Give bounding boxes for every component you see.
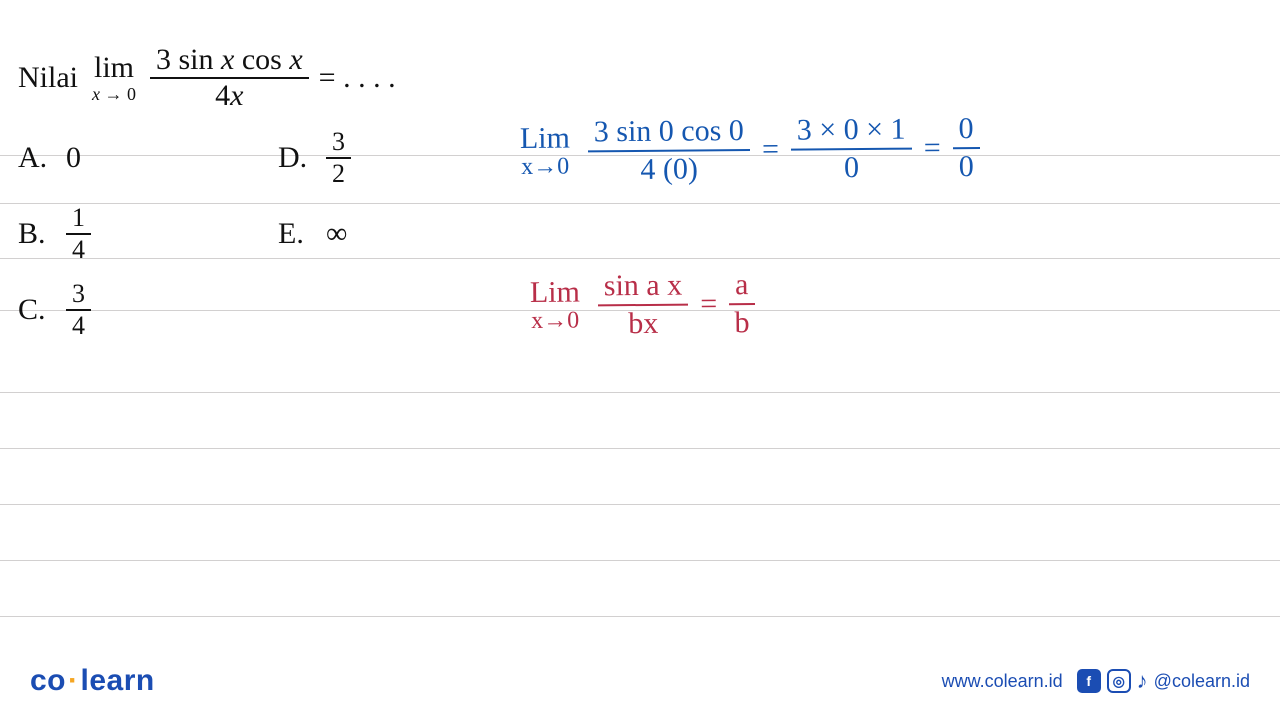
social-handle[interactable]: @colearn.id: [1154, 671, 1250, 692]
lim-subscript: x → 0: [92, 85, 136, 103]
choice-b[interactable]: B. 1 4: [18, 205, 278, 263]
choice-e[interactable]: E. ∞: [278, 205, 478, 263]
choice-b-frac: 1 4: [66, 205, 91, 263]
question-fraction: 3 sin x cos x 4x: [150, 45, 309, 111]
answer-choices: A. 0 D. 3 2 B. 1 4 E. ∞: [18, 129, 1262, 339]
lim-label: lim: [94, 53, 134, 83]
question: Nilai lim x → 0 3 sin x cos x 4x = . . .…: [18, 45, 1262, 111]
social-icons: f ◎ ♪ @colearn.id: [1077, 668, 1250, 694]
choice-c-frac: 3 4: [66, 281, 91, 339]
choice-a[interactable]: A. 0: [18, 129, 278, 187]
brand-logo: co·learn: [30, 664, 155, 698]
footer: co·learn www.colearn.id f ◎ ♪ @colearn.i…: [0, 664, 1280, 698]
facebook-icon[interactable]: f: [1077, 669, 1101, 693]
question-suffix: = . . . .: [319, 61, 396, 95]
footer-right: www.colearn.id f ◎ ♪ @colearn.id: [942, 668, 1250, 694]
denominator: 4x: [215, 79, 243, 111]
choice-d-frac: 3 2: [326, 129, 351, 187]
choice-d[interactable]: D. 3 2: [278, 129, 478, 187]
numerator: 3 sin x cos x: [150, 45, 309, 79]
site-url[interactable]: www.colearn.id: [942, 671, 1063, 692]
choice-c[interactable]: C. 3 4: [18, 281, 278, 339]
limit-notation: lim x → 0: [92, 53, 136, 103]
tiktok-icon[interactable]: ♪: [1137, 668, 1148, 694]
question-prefix: Nilai: [18, 61, 78, 95]
instagram-icon[interactable]: ◎: [1107, 669, 1131, 693]
problem-area: Nilai lim x → 0 3 sin x cos x 4x = . . .…: [18, 45, 1262, 339]
